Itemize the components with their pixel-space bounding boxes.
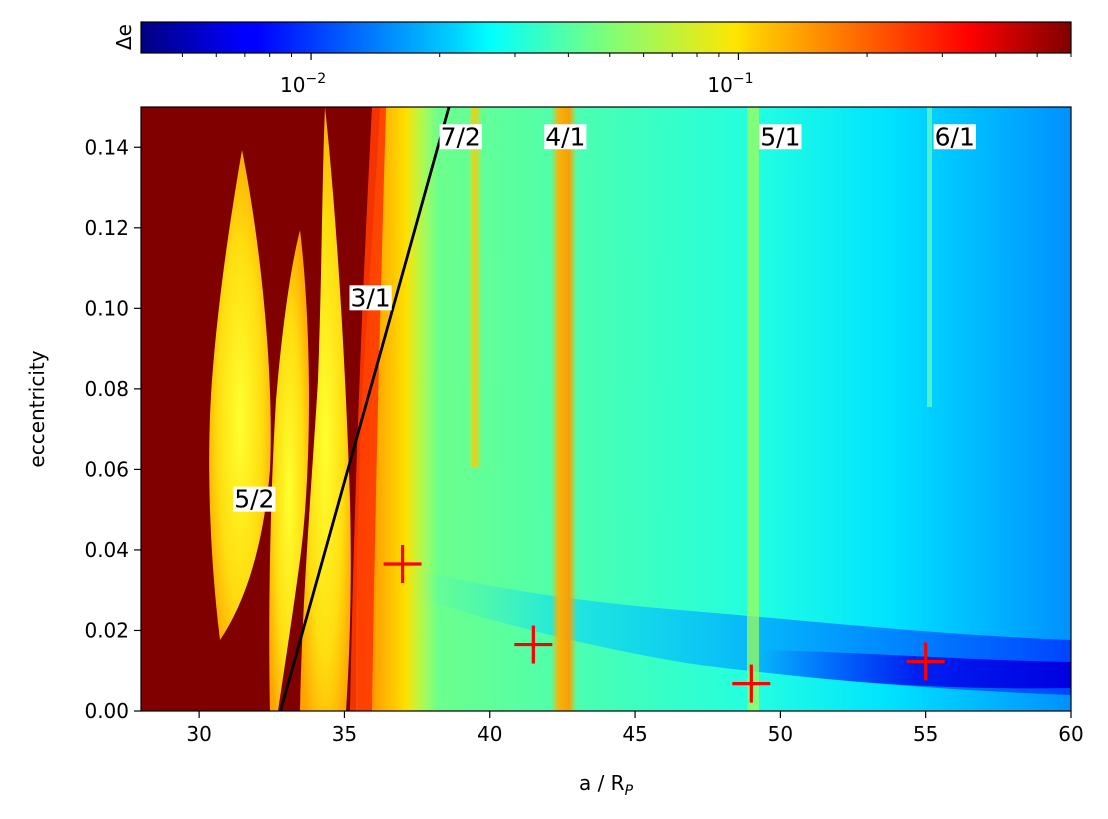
heatmap-deep-blue-band [760, 650, 1071, 689]
heatmap-band-5-1 [747, 107, 759, 711]
x-tick-label: 35 [332, 722, 357, 746]
resonance-label: 5/2 [233, 485, 276, 514]
x-axis-label: a / RP [579, 771, 634, 799]
x-tick-label: 40 [477, 722, 502, 746]
resonance-labels: 7/2 4/1 5/1 6/1 3/1 5/2 [233, 122, 976, 514]
x-tick-label: 50 [768, 722, 793, 746]
resonance-label: 5/1 [759, 122, 802, 151]
resonance-label-text: 5/2 [234, 485, 274, 514]
resonance-label: 3/1 [349, 283, 392, 312]
y-tick-label: 0.10 [84, 296, 129, 320]
y-tick-label: 0.08 [84, 377, 129, 401]
y-axis-label: eccentricity [25, 350, 49, 467]
colorbar: Δe 10−2 10−1 [112, 21, 1072, 97]
x-axis-label-subscript: P [625, 783, 634, 799]
colorbar-ticks: 10−2 10−1 [181, 53, 1072, 97]
colorbar-gradient [140, 21, 1072, 54]
resonance-label-background [439, 124, 482, 150]
resonance-label-background [544, 124, 587, 150]
x-axis-ticks: 30 35 40 45 50 55 60 [186, 711, 1084, 746]
data-markers [383, 545, 945, 703]
resonance-label-text: 3/1 [350, 283, 390, 312]
resonance-label-background [933, 124, 976, 150]
colorbar-tick-label: 10−1 [707, 71, 753, 97]
heatmap-island-5-2 [209, 150, 271, 640]
x-tick-label: 45 [622, 722, 647, 746]
colorbar-label: Δe [112, 24, 136, 50]
resonance-label-background [233, 486, 276, 512]
y-axis-ticks: 0.00 0.02 0.04 0.06 0.08 0.10 0.12 0.14 [84, 135, 141, 723]
resonance-label-text: 5/1 [760, 122, 800, 151]
marker-plus [906, 642, 945, 681]
marker-plus [383, 545, 422, 584]
marker-plus [732, 664, 771, 703]
heatmap-band-6-1 [927, 107, 932, 407]
x-tick-label: 30 [186, 722, 211, 746]
resonance-label-background [349, 285, 392, 311]
y-tick-label: 0.06 [84, 457, 129, 481]
heatmap-saturated-edge [350, 107, 386, 711]
resonance-line-3-1 [279, 107, 451, 711]
y-tick-label: 0.02 [84, 618, 129, 642]
heatmap-band-7-2 [468, 107, 482, 467]
resonance-label-background [759, 124, 802, 150]
marker-plus [514, 625, 553, 664]
resonance-label: 7/2 [439, 122, 482, 151]
resonance-label-text: 7/2 [441, 122, 481, 151]
resonance-label: 4/1 [544, 122, 587, 151]
x-tick-label: 55 [913, 722, 938, 746]
resonance-label-text: 4/1 [545, 122, 585, 151]
resonance-label: 6/1 [933, 122, 976, 151]
heatmap-band-4-1 [551, 107, 577, 711]
y-tick-label: 0.14 [84, 135, 129, 159]
heatmap-island-3-1-a [269, 230, 309, 711]
plot-frame [140, 106, 1072, 712]
heatmap [141, 107, 1071, 711]
x-tick-label: 60 [1058, 722, 1083, 746]
resonance-label-text: 6/1 [935, 122, 975, 151]
colorbar-tick-label: 10−2 [280, 71, 326, 97]
y-tick-label: 0.12 [84, 216, 129, 240]
y-tick-label: 0.04 [84, 538, 129, 562]
y-tick-label: 0.00 [84, 699, 129, 723]
heatmap-island-3-1-b [300, 107, 351, 711]
